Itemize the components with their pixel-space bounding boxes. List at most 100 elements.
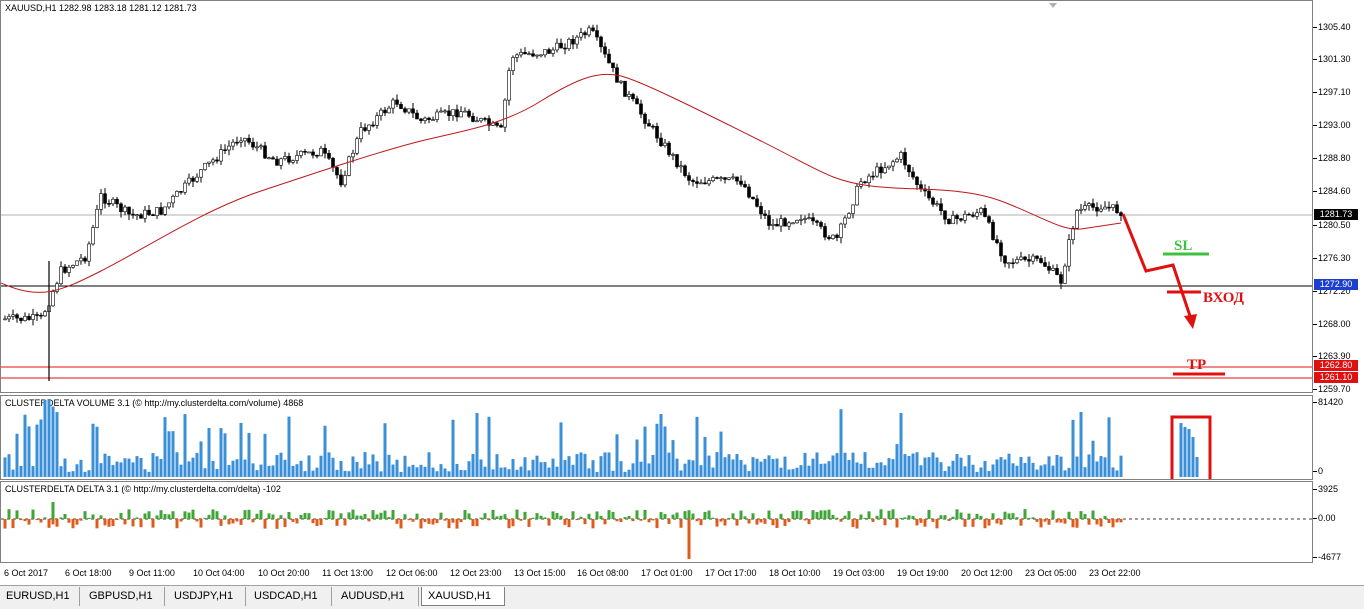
volume-bar — [251, 463, 255, 477]
delta-bar — [719, 519, 723, 522]
volume-bar — [1099, 456, 1103, 477]
candle-body — [907, 164, 911, 173]
candle-body — [263, 145, 267, 159]
tab-xauusd[interactable]: XAUUSD,H1 — [421, 587, 505, 606]
volume-bar — [167, 431, 171, 477]
delta-bar — [975, 513, 979, 519]
candle-body — [1079, 208, 1083, 211]
candle-body — [707, 180, 711, 185]
volume-bar — [463, 470, 467, 477]
volume-bar — [939, 462, 943, 477]
volume-bar — [627, 469, 631, 477]
tab-eurusd[interactable]: EURUSD,H1 — [0, 587, 80, 606]
candle-body — [1083, 205, 1087, 210]
delta-bar — [563, 519, 567, 525]
volume-bar — [239, 422, 243, 477]
delta-indicator-pane[interactable]: CLUSTERDELTA DELTA 3.1 (© http://my.clus… — [0, 481, 1313, 563]
volume-bar — [763, 458, 767, 477]
candle-body — [59, 266, 63, 285]
volume-bar — [467, 461, 471, 477]
tab-usdcad[interactable]: USDCAD,H1 — [248, 587, 332, 606]
tab-audusd[interactable]: AUDUSD,H1 — [335, 587, 419, 606]
volume-bar — [899, 413, 903, 477]
candle-body — [207, 161, 211, 164]
price-tick: 1280.50 — [1313, 220, 1351, 230]
volume-bar — [819, 463, 823, 477]
delta-bar — [579, 516, 583, 519]
candle-body — [407, 108, 411, 113]
volume-bar — [1011, 463, 1015, 477]
candle-body — [335, 167, 339, 176]
delta-bar — [179, 519, 183, 522]
candle-body — [387, 107, 391, 114]
price-chart-canvas[interactable]: SL ВХОД TP — [1, 1, 1312, 392]
volume-bar — [1111, 467, 1115, 477]
delta-bar — [207, 514, 211, 519]
delta-bar — [515, 509, 519, 519]
delta-bar — [51, 502, 55, 519]
delta-bar — [347, 512, 351, 519]
delta-bar — [967, 513, 971, 519]
time-tick: 18 Oct 10:00 — [769, 568, 821, 578]
candle-body — [947, 219, 951, 225]
volume-bar — [519, 466, 523, 477]
candle-body — [579, 32, 583, 38]
candle-body — [967, 213, 971, 216]
candle-body — [887, 165, 891, 169]
volume-bar — [3, 457, 7, 477]
volume-bar — [319, 455, 323, 477]
tab-usdjpy[interactable]: USDJPY,H1 — [168, 587, 246, 606]
volume-bar — [567, 456, 571, 477]
volume-indicator-pane[interactable]: CLUSTERDELTA VOLUME 3.1 (© http://my.clu… — [0, 395, 1313, 480]
volume-bar — [683, 463, 687, 477]
delta-bar — [775, 519, 779, 528]
volume-bar — [991, 464, 995, 477]
candle-body — [959, 218, 963, 221]
delta-bar — [1071, 519, 1075, 528]
volume-bar — [255, 470, 259, 477]
candle-body — [919, 184, 923, 190]
volume-bar — [247, 432, 251, 477]
tab-gbpusd[interactable]: GBPUSD,H1 — [83, 587, 165, 606]
delta-bar — [367, 519, 371, 522]
volume-bar — [111, 465, 115, 477]
delta-bar — [55, 519, 59, 527]
delta-bar — [751, 513, 755, 519]
delta-bar — [991, 513, 995, 519]
volume-bar — [767, 455, 771, 477]
candle-body — [135, 214, 139, 216]
candle-body — [639, 103, 643, 115]
volume-bar — [543, 462, 547, 477]
delta-bar — [567, 519, 571, 528]
volume-bar — [491, 469, 495, 477]
candle-body — [559, 42, 563, 49]
delta-bar — [411, 519, 415, 522]
candle-body — [215, 159, 219, 162]
delta-bar — [139, 519, 143, 528]
delta-bar — [415, 513, 419, 519]
volume-bar — [99, 463, 103, 477]
price-chart-pane[interactable]: XAUUSD,H1 1282.98 1283.18 1281.12 1281.7… — [0, 0, 1313, 393]
volume-bar — [539, 462, 543, 477]
delta-bar — [647, 519, 651, 523]
volume-bar — [963, 466, 967, 477]
volume-bar — [1071, 419, 1075, 477]
candle-body — [279, 158, 283, 166]
volume-bar — [735, 454, 739, 477]
delta-bar — [1051, 510, 1055, 519]
candle-body — [79, 257, 83, 262]
delta-bar — [899, 517, 903, 519]
delta-bar — [803, 519, 807, 521]
volume-bar — [127, 458, 131, 477]
candle-body — [843, 217, 847, 225]
forecast-arrow — [1121, 213, 1193, 320]
price-scale[interactable]: 1305.40 1301.30 1297.10 1293.00 1288.80 … — [1313, 0, 1364, 394]
volume-bar — [211, 461, 215, 477]
volume-bar — [207, 428, 211, 477]
candle-body — [347, 156, 351, 176]
volume-bar — [715, 452, 719, 477]
delta-bar — [1075, 519, 1079, 528]
volume-bar — [295, 464, 299, 477]
candle-body — [239, 140, 243, 143]
delta-bar — [635, 510, 639, 519]
